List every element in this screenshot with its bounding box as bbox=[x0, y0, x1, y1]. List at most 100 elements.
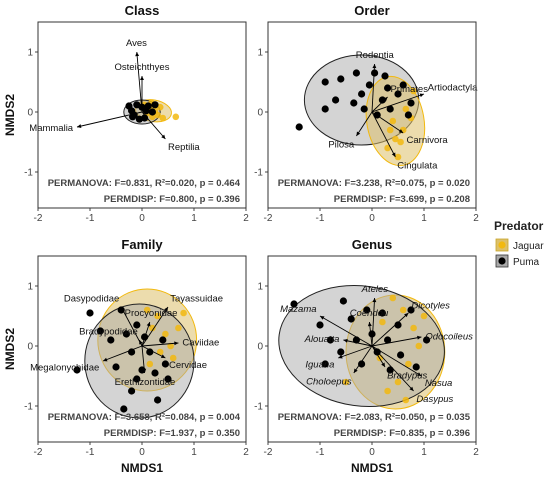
arrow-nasua bbox=[371, 345, 422, 377]
point-jaguar bbox=[167, 342, 174, 350]
y-tick-label: -1 bbox=[254, 168, 263, 179]
arrow-artiodactyla bbox=[371, 93, 425, 113]
x-axis-label-family: NMDS1 bbox=[121, 461, 163, 475]
arrow-label-cingulata: Cingulata bbox=[397, 161, 438, 172]
point-jaguar bbox=[389, 117, 397, 125]
arrow-bradypus bbox=[371, 345, 386, 368]
x-tick-label: 0 bbox=[139, 447, 145, 458]
point-puma bbox=[384, 84, 392, 92]
x-tick-label: -2 bbox=[34, 213, 43, 224]
point-puma bbox=[164, 375, 172, 383]
arrow-label-dicotyles: Dicotyles bbox=[411, 300, 450, 311]
stats-annotation-order-1: PERMDISP: F=3.699, p = 0.208 bbox=[334, 194, 470, 205]
point-puma bbox=[107, 336, 115, 344]
x-tick-label: 1 bbox=[191, 447, 197, 458]
point-puma bbox=[384, 336, 392, 344]
arrow-label-iguana: Iguana bbox=[305, 359, 334, 370]
point-puma bbox=[358, 360, 366, 368]
point-jaguar bbox=[180, 309, 187, 317]
arrow-dasypodidae bbox=[120, 306, 143, 347]
point-puma bbox=[407, 306, 415, 314]
arrow-head-carnivora bbox=[398, 129, 404, 133]
x-tick-label: 1 bbox=[191, 213, 197, 224]
point-jaguar bbox=[394, 378, 402, 386]
point-jaguar bbox=[420, 312, 428, 320]
x-tick-label: -1 bbox=[316, 213, 325, 224]
point-jaguar bbox=[143, 306, 151, 314]
arrow-head-nasua bbox=[416, 372, 422, 376]
point-jaguar bbox=[156, 348, 164, 356]
point-puma bbox=[96, 327, 104, 335]
arrow-cervidae bbox=[141, 345, 166, 359]
point-puma bbox=[381, 72, 389, 80]
arrow-label-artiodactyla: Artiodactyla bbox=[428, 83, 478, 94]
panel-title-family: Family bbox=[121, 237, 163, 252]
arrow-caviidae bbox=[141, 342, 179, 347]
y-tick-label: -1 bbox=[24, 168, 33, 179]
point-puma bbox=[347, 315, 355, 323]
arrow-label-bradypus: Bradypus bbox=[387, 370, 427, 381]
point-puma bbox=[151, 101, 159, 109]
point-puma bbox=[128, 387, 136, 395]
arrow-head-tayassuidae bbox=[164, 307, 168, 312]
panel-title-class: Class bbox=[125, 3, 160, 18]
point-puma bbox=[146, 348, 154, 356]
point-jaguar bbox=[342, 378, 350, 386]
point-jaguar bbox=[394, 153, 402, 161]
arrow-head-mammalia bbox=[77, 124, 82, 128]
arrow-label-osteichthyes: Osteichthyes bbox=[115, 62, 170, 73]
legend-item-puma: Puma bbox=[495, 254, 540, 268]
point-jaguar bbox=[405, 360, 412, 368]
stats-annotation-class-1: PERMDISP: F=0.800, p = 0.396 bbox=[104, 194, 240, 205]
point-puma bbox=[394, 321, 402, 329]
arrow-alouatta bbox=[343, 339, 373, 347]
arrow-head-dicotyles bbox=[404, 313, 409, 318]
arrow-erethizontidae bbox=[141, 345, 146, 374]
point-puma bbox=[151, 369, 159, 377]
arrow-label-cervidae: Cervidae bbox=[169, 360, 207, 371]
point-puma bbox=[386, 105, 394, 113]
arrow-head-procyonidae bbox=[146, 322, 151, 327]
legend-dot-puma bbox=[498, 257, 506, 265]
point-puma bbox=[339, 297, 347, 305]
panel-class: Class Aves Osteichthyes Mammalia Reptilia PER… bbox=[3, 3, 249, 224]
y-tick-label: 1 bbox=[27, 282, 33, 293]
point-puma bbox=[337, 75, 345, 83]
arrow-mazama bbox=[319, 315, 373, 347]
arrow-label-nasua: Nasua bbox=[425, 378, 452, 389]
arrow-head-primates bbox=[383, 97, 388, 102]
arrow-label-dasypus: Dasypus bbox=[416, 394, 453, 405]
x-tick-label: -1 bbox=[86, 213, 95, 224]
point-puma bbox=[326, 336, 334, 344]
point-puma bbox=[295, 123, 303, 131]
point-jaguar bbox=[169, 354, 177, 362]
x-tick-label: -2 bbox=[264, 213, 273, 224]
x-tick-label: 2 bbox=[243, 447, 249, 458]
point-puma bbox=[358, 90, 366, 98]
legend-title: Predator bbox=[494, 219, 544, 233]
point-puma bbox=[350, 99, 358, 107]
arrow-dasypus bbox=[371, 345, 414, 392]
point-jaguar bbox=[154, 312, 161, 320]
arrow-head-dasypodidae bbox=[121, 307, 125, 312]
arrow-rodentia bbox=[371, 63, 376, 113]
arrow-ateles bbox=[371, 297, 376, 347]
y-axis-label-class: NMDS2 bbox=[3, 94, 17, 136]
point-puma bbox=[316, 321, 324, 329]
arrow-head-ateles bbox=[372, 298, 377, 303]
point-puma bbox=[117, 306, 125, 314]
arrow-head-megalonychidae bbox=[103, 357, 108, 362]
point-puma bbox=[397, 351, 405, 359]
y-tick-label: 0 bbox=[257, 108, 263, 119]
x-tick-label: -2 bbox=[34, 447, 43, 458]
arrow-label-coendou: Coendou bbox=[350, 308, 389, 319]
arrow-carnivora bbox=[371, 111, 404, 134]
arrow-dicotyles bbox=[371, 312, 409, 347]
point-jaguar bbox=[146, 360, 154, 368]
point-puma bbox=[142, 107, 150, 115]
point-puma bbox=[321, 360, 329, 368]
point-jaguar bbox=[389, 294, 397, 302]
arrow-aves bbox=[136, 51, 143, 113]
panel-title-genus: Genus bbox=[352, 237, 392, 252]
arrow-head-pilosa bbox=[356, 131, 361, 136]
